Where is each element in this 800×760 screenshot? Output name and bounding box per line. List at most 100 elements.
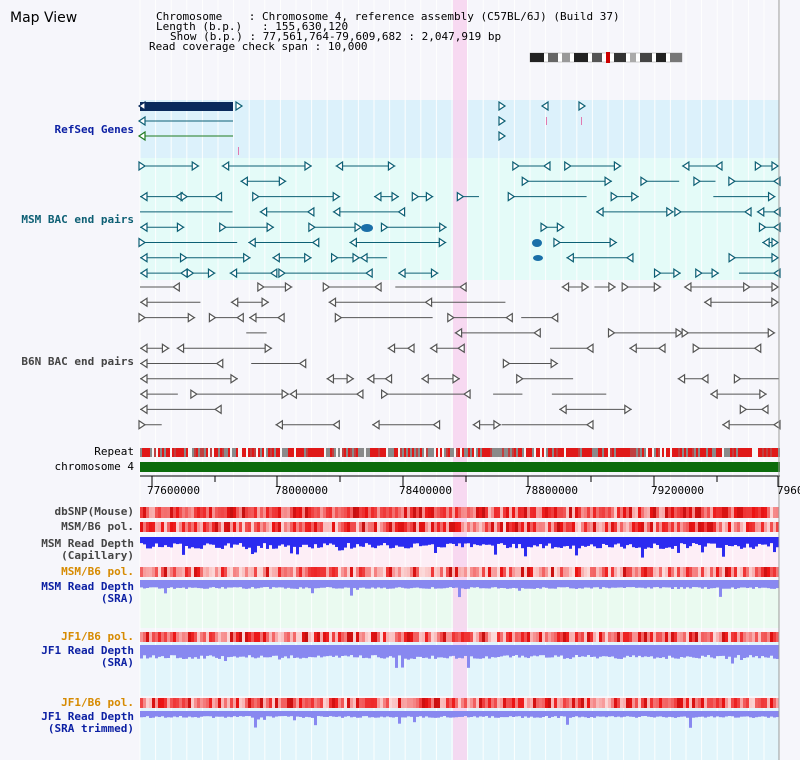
depth-bar-jf1-sra	[650, 645, 653, 657]
repeat-segment	[528, 448, 530, 457]
heat-cell	[602, 632, 605, 642]
depth-bar-jf1-trim	[389, 711, 392, 718]
repeat-segment	[332, 448, 334, 457]
b6n-bac-end	[452, 373, 461, 384]
heat-cell	[272, 567, 275, 577]
depth-bar-jf1-sra	[422, 645, 425, 659]
heat-cell	[230, 522, 233, 532]
heat-cell	[725, 698, 728, 708]
heat-cell	[764, 698, 767, 708]
repeat-segment	[402, 448, 404, 457]
heat-cell	[605, 632, 608, 642]
heat-cell	[575, 522, 578, 532]
heat-cell	[326, 632, 329, 642]
repeat-segment	[536, 448, 538, 457]
depth-bar-msm-sra	[497, 580, 500, 589]
depth-bar-jf1-trim	[479, 711, 482, 717]
heat-cell	[317, 698, 320, 708]
b6n-bac-end	[215, 358, 224, 369]
depth-bar-capillary	[470, 537, 473, 548]
heat-cell	[608, 522, 611, 532]
depth-bar-msm-sra	[185, 580, 188, 589]
repeat-segment	[448, 448, 450, 457]
heat-cell	[323, 522, 326, 532]
depth-bar-jf1-trim	[578, 711, 581, 718]
depth-bar-msm-sra	[698, 580, 701, 588]
heat-cell	[584, 522, 587, 532]
repeat-segment	[546, 448, 548, 457]
heat-cell	[365, 698, 368, 708]
heat-cell	[338, 522, 341, 532]
repeat-segment	[196, 448, 198, 457]
refseq-genes-link[interactable]: RefSeq Genes	[54, 123, 134, 136]
heat-cell	[266, 698, 269, 708]
heat-cell	[161, 507, 164, 518]
heat-cell	[770, 632, 773, 642]
heat-cell	[353, 698, 356, 708]
repeat-segment	[686, 448, 688, 457]
chromosome-ideogram[interactable]	[529, 52, 683, 63]
heat-cell	[569, 507, 572, 518]
heat-cell	[317, 507, 320, 518]
msm-bac-end	[693, 176, 701, 187]
depth-bar-capillary	[218, 537, 221, 548]
heat-cell	[428, 522, 431, 532]
repeat-segment	[246, 448, 248, 457]
heat-cell	[332, 698, 335, 708]
heat-cell	[284, 507, 287, 518]
heat-cell	[338, 698, 341, 708]
repeat-segment	[254, 448, 256, 457]
depth-bar-jf1-sra	[755, 645, 758, 657]
chromosome-bar[interactable]	[140, 462, 780, 472]
heat-cell	[554, 567, 557, 577]
heat-cell	[314, 632, 317, 642]
depth-bar-msm-sra	[257, 580, 260, 589]
depth-bar-msm-sra	[758, 580, 761, 589]
heat-cell	[212, 698, 215, 708]
heat-cell	[710, 507, 713, 518]
repeat-segment	[696, 448, 698, 457]
depth-bar-msm-sra	[410, 580, 413, 589]
heat-cell	[335, 522, 338, 532]
depth-bar-jf1-sra	[719, 645, 722, 656]
msm-bac-end	[278, 176, 287, 187]
repeat-segment	[192, 448, 194, 457]
heat-cell	[431, 632, 434, 642]
depth-bar-msm-sra	[284, 580, 287, 589]
repeat-segment	[564, 448, 566, 457]
depth-bar-jf1-sra	[224, 645, 227, 662]
b6n-bac-end	[326, 373, 335, 384]
depth-bar-jf1-trim	[200, 711, 203, 717]
repeat-segment	[508, 448, 510, 457]
heat-cell	[338, 632, 341, 642]
depth-bar-capillary	[395, 537, 398, 546]
depth-bar-msm-sra	[467, 580, 470, 589]
heat-cell	[455, 507, 458, 518]
msm-bac-end	[714, 160, 723, 172]
heat-cell	[332, 567, 335, 577]
heat-cell	[719, 567, 722, 577]
repeat-segment	[178, 448, 180, 457]
depth-bar-jf1-trim	[698, 711, 701, 717]
msm-bac-end	[252, 191, 260, 202]
heat-cell	[203, 632, 206, 642]
depth-bar-capillary	[683, 537, 686, 545]
heat-cell	[572, 507, 575, 518]
heat-cell	[233, 567, 236, 577]
heat-cell	[404, 632, 407, 642]
heat-cell	[686, 567, 689, 577]
repeat-segment	[744, 448, 746, 457]
depth-bar-jf1-trim	[557, 711, 560, 718]
heat-cell	[206, 567, 209, 577]
depth-bar-jf1-sra	[632, 645, 635, 656]
repeat-segment	[360, 448, 362, 457]
msm-bac-end	[771, 252, 780, 263]
depth-bar-jf1-trim	[551, 711, 554, 717]
depth-bar-jf1-trim	[686, 711, 689, 718]
heat-cell	[209, 632, 212, 642]
depth-bar-jf1-sra	[245, 645, 248, 658]
page-title: Map View	[10, 10, 78, 26]
b6n-bac-end	[767, 327, 776, 339]
repeat-segment	[414, 448, 416, 457]
b6n-bac-end	[261, 297, 270, 308]
